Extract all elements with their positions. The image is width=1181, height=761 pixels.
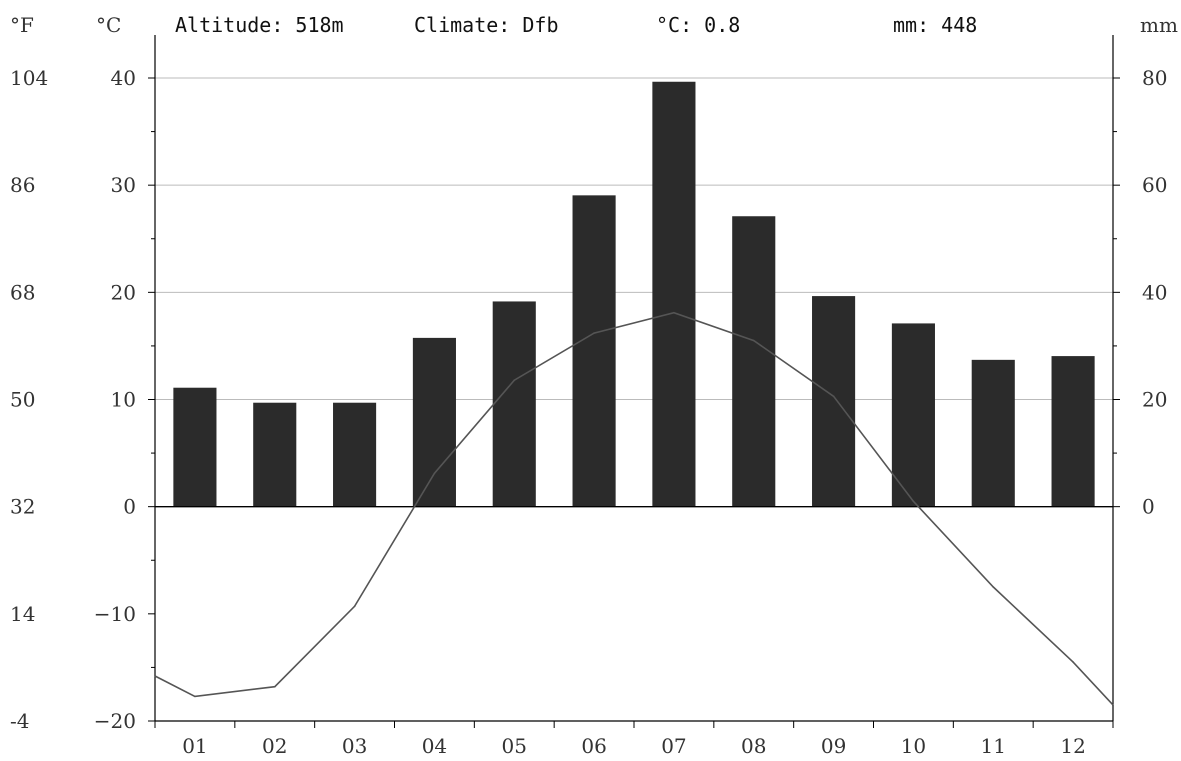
precipitation-bar-01 bbox=[173, 387, 217, 507]
fahrenheit-tick-label: 32 bbox=[10, 495, 35, 519]
temperature-point-11 bbox=[992, 586, 995, 588]
fahrenheit-tick-label: 86 bbox=[10, 173, 35, 197]
fahrenheit-tick-label: 104 bbox=[10, 66, 48, 90]
mm-tick-label: 20 bbox=[1142, 388, 1167, 412]
mean-temperature-label: °C: 0.8 bbox=[656, 13, 740, 37]
precipitation-bar-02 bbox=[253, 402, 297, 507]
precipitation-bar-05 bbox=[492, 301, 536, 507]
temperature-point-01 bbox=[194, 695, 196, 698]
temperature-point-02 bbox=[273, 685, 276, 688]
temperature-point-10 bbox=[912, 500, 915, 503]
climate-label: Climate: Dfb bbox=[414, 13, 559, 37]
celsius-tick-label: −20 bbox=[94, 709, 136, 733]
gridlines bbox=[155, 77, 1113, 400]
month-tick-label: 09 bbox=[821, 734, 846, 758]
month-tick-label: 08 bbox=[741, 734, 766, 758]
month-tick-label: 05 bbox=[502, 734, 527, 758]
temperature-point-07 bbox=[673, 311, 675, 314]
temperature-point-04 bbox=[433, 472, 436, 475]
celsius-tick-label: 30 bbox=[111, 173, 136, 197]
x-axis-tick-labels: 01 02 03 04 05 06 07 08 09 10 11 12 bbox=[182, 734, 1086, 758]
celsius-tick-label: 20 bbox=[111, 280, 136, 304]
temperature-point-06 bbox=[593, 332, 595, 334]
precipitation-bar-12 bbox=[1051, 356, 1095, 507]
temperature-point-05 bbox=[513, 379, 516, 382]
mm-tick-label: 0 bbox=[1142, 495, 1155, 519]
total-precipitation-label: mm: 448 bbox=[893, 13, 977, 37]
left-axis-tick-labels: −20 -4 −10 14 0 32 10 50 20 68 30 86 40 104 bbox=[10, 66, 136, 733]
precipitation-bar-09 bbox=[812, 296, 856, 507]
mm-tick-label: 40 bbox=[1142, 280, 1167, 304]
precipitation-bar-08 bbox=[732, 216, 776, 507]
month-tick-label: 03 bbox=[342, 734, 367, 758]
fahrenheit-unit-label: °F bbox=[10, 13, 34, 37]
month-tick-label: 07 bbox=[661, 734, 686, 758]
mm-unit-label: mm bbox=[1140, 13, 1178, 37]
month-tick-label: 04 bbox=[422, 734, 447, 758]
precipitation-bar-07 bbox=[652, 81, 696, 507]
temperature-point-09 bbox=[832, 395, 835, 398]
precipitation-bar-03 bbox=[333, 402, 377, 507]
celsius-tick-label: −10 bbox=[94, 602, 136, 626]
temperature-point-03 bbox=[353, 605, 356, 608]
fahrenheit-tick-label: 14 bbox=[10, 602, 35, 626]
fahrenheit-tick-label: -4 bbox=[10, 709, 29, 733]
month-tick-label: 11 bbox=[981, 734, 1006, 758]
fahrenheit-tick-label: 50 bbox=[10, 388, 35, 412]
fahrenheit-tick-label: 68 bbox=[10, 280, 35, 304]
precipitation-bar-06 bbox=[572, 195, 616, 507]
celsius-unit-label: °C bbox=[96, 13, 121, 37]
temperature-point-12 bbox=[1072, 661, 1074, 663]
month-tick-label: 01 bbox=[182, 734, 207, 758]
mm-tick-label: 80 bbox=[1142, 66, 1167, 90]
month-tick-label: 06 bbox=[581, 734, 606, 758]
precipitation-bars bbox=[173, 81, 1095, 507]
month-tick-label: 12 bbox=[1060, 734, 1085, 758]
mm-tick-label: 60 bbox=[1142, 173, 1167, 197]
month-tick-label: 10 bbox=[901, 734, 926, 758]
celsius-tick-label: 40 bbox=[111, 66, 136, 90]
temperature-line-group bbox=[154, 311, 1114, 706]
month-tick-label: 02 bbox=[262, 734, 287, 758]
right-axis-tick-labels: 0 20 40 60 80 bbox=[1142, 66, 1167, 519]
precipitation-bar-10 bbox=[891, 323, 935, 507]
precipitation-bar-04 bbox=[412, 337, 456, 507]
axes bbox=[148, 35, 1120, 728]
celsius-tick-label: 10 bbox=[111, 388, 136, 412]
temperature-line bbox=[154, 311, 1114, 706]
celsius-tick-label: 0 bbox=[123, 495, 136, 519]
precipitation-bar-11 bbox=[971, 359, 1015, 507]
temperature-point-08 bbox=[752, 339, 755, 342]
altitude-label: Altitude: 518m bbox=[175, 13, 344, 37]
